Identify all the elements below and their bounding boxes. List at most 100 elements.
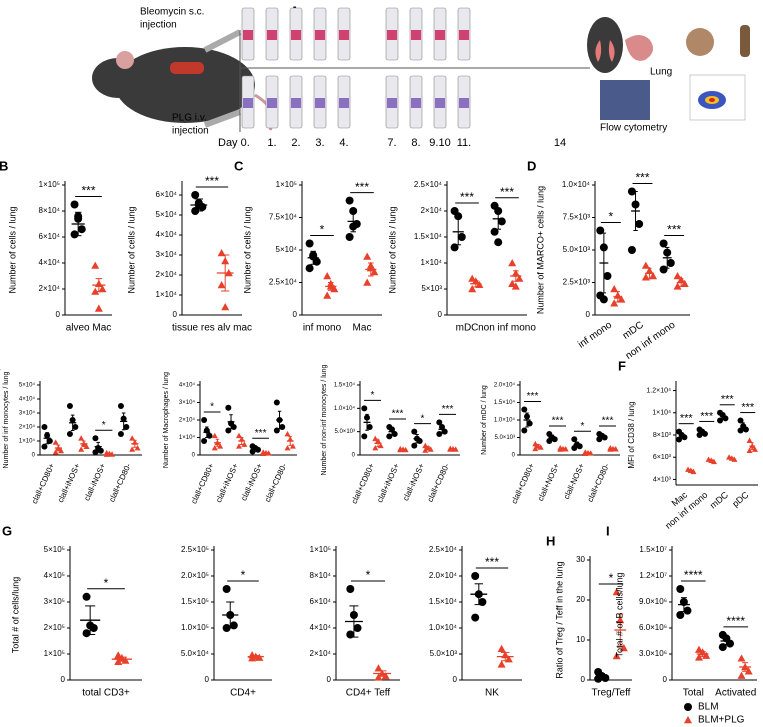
- cytometer: [600, 80, 650, 120]
- y-tick-label: 5.0×10⁴: [181, 649, 210, 658]
- triangle: [91, 261, 100, 269]
- mouse-body: [115, 47, 255, 123]
- triangle: [737, 671, 746, 679]
- y-axis-label: Number of non-inf monocytes / lung: [321, 364, 328, 475]
- y-tick-label: 0: [453, 675, 458, 684]
- dot: [249, 448, 256, 455]
- y-tick-label: 8×10⁴: [310, 571, 332, 580]
- y-tick-label: 1.5×10⁴: [429, 597, 458, 606]
- error-bar: [586, 451, 590, 454]
- significance-label: ***: [255, 428, 267, 439]
- x-tick-label: inf mono: [303, 323, 342, 334]
- error-bar: [350, 210, 356, 233]
- dot: [683, 606, 692, 615]
- y-tick-label: 0: [293, 310, 298, 319]
- dot: [254, 446, 261, 453]
- y-tick-label: 5.0×10³: [563, 245, 591, 254]
- triangle: [217, 443, 224, 449]
- y-tick-label: 6×10⁴: [156, 190, 178, 199]
- dot: [571, 436, 578, 443]
- x-tick-label: inf mono: [576, 319, 614, 350]
- triangle: [710, 458, 717, 465]
- x-tick-label: clall+iNOS+: [214, 462, 240, 504]
- error-bar: [474, 583, 483, 606]
- dot: [436, 431, 443, 437]
- error-bar: [617, 613, 624, 647]
- significance-label: ***: [602, 416, 614, 427]
- dot: [659, 265, 668, 274]
- error-bar: [226, 601, 235, 629]
- x-tick-label: mDC: [708, 489, 731, 510]
- x-tick-label: clall-iNOS+: [82, 462, 107, 503]
- triangle: [129, 446, 136, 452]
- error-bar: [82, 440, 86, 448]
- y-tick-label: 1.0×10⁴: [562, 180, 591, 189]
- legend-marker: [684, 716, 692, 724]
- y-tick-label: 3×10⁴: [19, 410, 36, 417]
- y-tick-label: 0: [581, 675, 586, 684]
- triangle: [702, 651, 711, 659]
- significance-label: *: [320, 223, 325, 237]
- error-bar: [328, 282, 334, 291]
- dot: [717, 417, 724, 424]
- label: PLG i.v.: [172, 113, 207, 124]
- y-tick-label: 1.2×10⁴: [646, 387, 671, 394]
- label: injection: [140, 20, 177, 31]
- y-tick-label: 6×10⁴: [310, 597, 332, 606]
- triangle: [422, 447, 429, 453]
- y-tick-label: 7.5×10³: [563, 213, 591, 222]
- day-label: 4.: [339, 137, 348, 149]
- day-label: 1.: [267, 137, 276, 149]
- dot: [70, 200, 79, 209]
- dot: [386, 433, 393, 440]
- dot: [117, 403, 124, 409]
- y-tick-label: 1.5×10⁴: [414, 232, 443, 241]
- y-tick-label: 2×10⁵: [44, 623, 65, 632]
- y-tick-label: 0: [512, 453, 516, 459]
- triangle: [323, 291, 332, 299]
- y-tick-label: 3×10⁴: [156, 250, 178, 259]
- tube-content: [411, 30, 421, 40]
- dot: [737, 427, 744, 434]
- y-tick-label: 9.0×10⁶: [639, 597, 667, 606]
- y-tick-label: 1×10⁵: [39, 180, 60, 189]
- error-bar: [96, 441, 100, 452]
- dot: [66, 431, 73, 437]
- dot: [411, 442, 418, 449]
- error-bar: [401, 448, 405, 451]
- significance-label: ***: [442, 404, 454, 415]
- triangle: [515, 274, 524, 282]
- day-label: 7.: [387, 137, 396, 149]
- triangle: [737, 654, 746, 662]
- significance-label: ****: [684, 568, 703, 582]
- dot: [436, 419, 443, 426]
- y-tick-label: 5.0×10³: [494, 435, 515, 441]
- triangle: [497, 660, 506, 668]
- y-tick-label: 1×10⁴: [652, 410, 671, 417]
- error-bar: [700, 428, 704, 435]
- dot: [225, 404, 232, 411]
- y-tick-label: 0: [663, 675, 668, 684]
- x-tick-label: clall+CD80+: [30, 462, 57, 506]
- dot: [478, 598, 487, 606]
- dot: [627, 187, 636, 196]
- triangle: [612, 588, 621, 596]
- tube-content: [315, 30, 325, 40]
- dot: [526, 420, 533, 427]
- y-tick-label: 5×10⁵: [44, 545, 65, 554]
- dot: [77, 225, 86, 234]
- injection-site: [170, 62, 204, 74]
- significance-label: ***: [392, 409, 404, 420]
- y-tick-label: 1.0×10⁴: [429, 623, 458, 632]
- y-tick-label: 1.5×10⁵: [181, 597, 209, 606]
- dot: [201, 417, 208, 423]
- dot: [312, 257, 321, 266]
- significance-label: ***: [667, 223, 681, 237]
- error-bar: [215, 438, 220, 447]
- y-tick-label: 1.0×10⁴: [494, 417, 516, 424]
- tube: [740, 25, 750, 57]
- schematic: A Bleomycin s.c. injection PLG i.v. inje…: [92, 3, 750, 137]
- x-tick-label: pDC: [730, 489, 751, 509]
- dot: [201, 438, 208, 444]
- dot: [450, 243, 459, 252]
